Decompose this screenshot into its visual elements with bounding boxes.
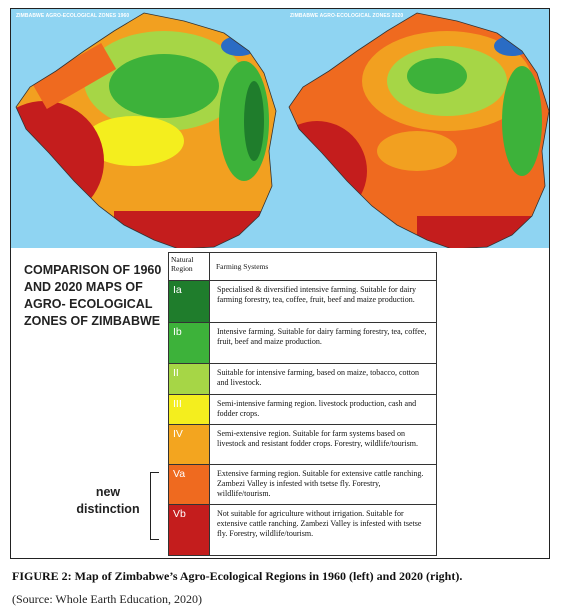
farming-system: Not suitable for agriculture without irr… bbox=[209, 504, 437, 556]
title-line: COMPARISON OF 1960 bbox=[24, 263, 162, 277]
bracket bbox=[150, 472, 159, 540]
farming-system: Intensive farming. Suitable for dairy fa… bbox=[209, 322, 437, 364]
title-line: AGRO- ECOLOGICAL bbox=[24, 297, 153, 311]
region-code: III bbox=[168, 394, 210, 425]
farming-system: Specialised & diversified intensive farm… bbox=[209, 280, 437, 323]
legend-row: Ib Intensive farming. Suitable for dairy … bbox=[168, 322, 437, 364]
legend-row: III Semi-intensive farming region. livest… bbox=[168, 394, 437, 425]
farming-system: Semi-intensive farming region. livestock… bbox=[209, 394, 437, 425]
region-code: Ia bbox=[168, 280, 210, 323]
legend-row: IV Semi-extensive region. Suitable for fa… bbox=[168, 424, 437, 465]
maps bbox=[11, 9, 549, 248]
figure-frame bbox=[10, 8, 550, 559]
comparison-title: COMPARISON OF 1960 AND 2020 MAPS OF AGRO… bbox=[24, 262, 164, 330]
new-distinction-label: new distinction bbox=[76, 485, 140, 516]
region-code: II bbox=[168, 363, 210, 395]
map-title: ZIMBABWE AGRO-ECOLOGICAL ZONES 1960 bbox=[16, 13, 130, 19]
region-code: Vb bbox=[168, 504, 210, 556]
region-code: IV bbox=[168, 424, 210, 465]
map-title: ZIMBABWE AGRO-ECOLOGICAL ZONES 2020 bbox=[290, 13, 404, 19]
figure-source: (Source: Whole Earth Education, 2020) bbox=[12, 592, 203, 606]
legend-row: II Suitable for intensive farming, based … bbox=[168, 363, 437, 395]
farming-system: Suitable for intensive farming, based on… bbox=[209, 363, 437, 395]
legend-row: Ia Specialised & diversified intensive fa… bbox=[168, 280, 437, 323]
legend-table: Natural Region Farming Systems Ia Special… bbox=[168, 252, 437, 556]
header-cell: Natural Region bbox=[168, 252, 210, 281]
header-cell: Farming Systems bbox=[209, 252, 437, 281]
title-line: AND 2020 MAPS OF bbox=[24, 280, 143, 294]
farming-system: Extensive farming region. Suitable for e… bbox=[209, 464, 437, 505]
figure-caption: FIGURE 2: Map of Zimbabwe’s Agro-Ecologi… bbox=[12, 569, 463, 583]
farming-system: Semi-extensive region. Suitable for farm… bbox=[209, 424, 437, 465]
legend-row: Vb Not suitable for agriculture without i… bbox=[168, 504, 437, 556]
title-line: ZONES OF ZIMBABWE bbox=[24, 314, 161, 328]
region-code: Ib bbox=[168, 322, 210, 364]
legend-row: Va Extensive farming region. Suitable for… bbox=[168, 464, 437, 505]
header-row: Natural Region Farming Systems bbox=[168, 252, 437, 281]
region-code: Va bbox=[168, 464, 210, 505]
